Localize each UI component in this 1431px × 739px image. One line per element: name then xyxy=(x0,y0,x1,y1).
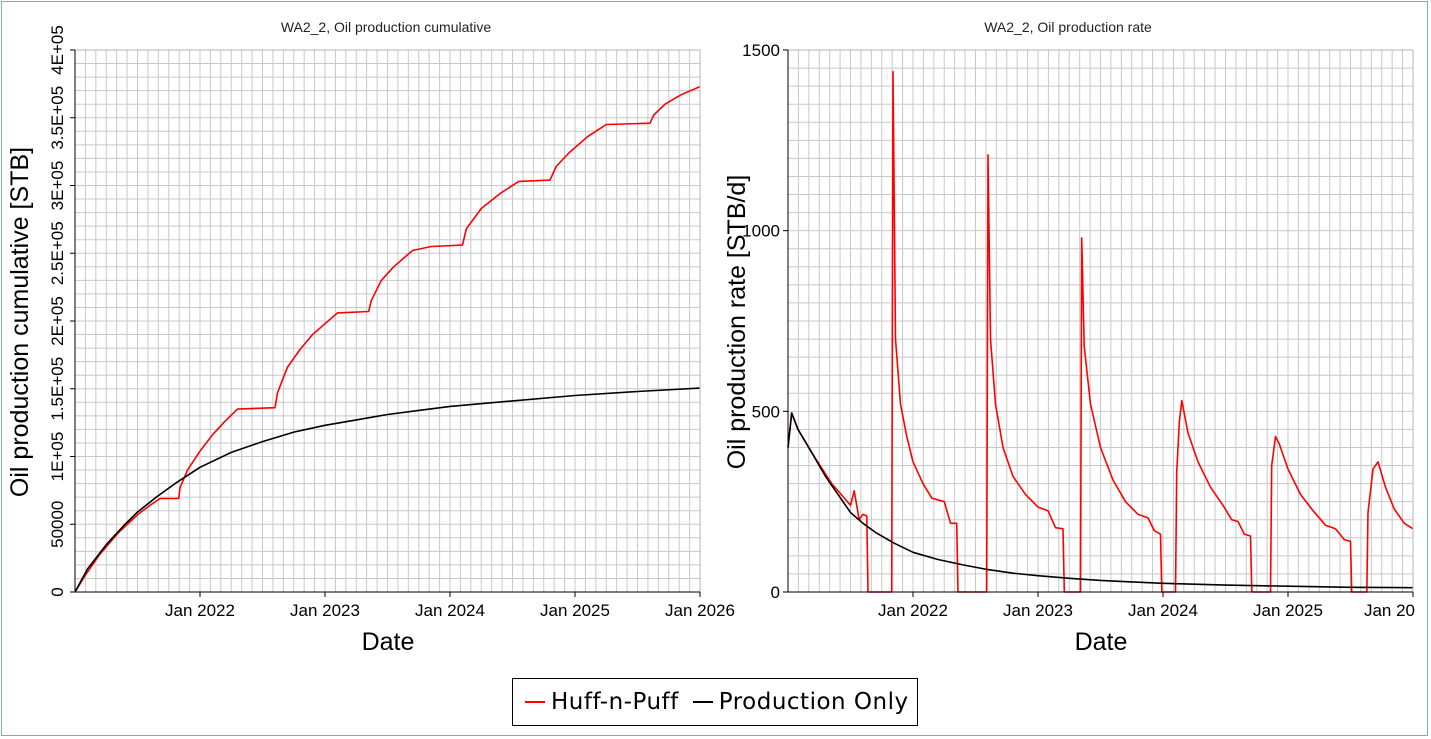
y-tick-label: 3E+05 xyxy=(48,161,67,211)
x-tick-label: Jan 2023 xyxy=(1003,601,1073,620)
x-tick-label: Jan 2024 xyxy=(415,601,485,620)
grid xyxy=(788,50,1413,592)
cumulative-chart: WA2_2, Oil production cumulative Jan 202… xyxy=(6,19,735,656)
y-tick-label: 1500 xyxy=(742,41,780,60)
legend-item-huff: Huff-n-Puff xyxy=(525,689,679,715)
series-group xyxy=(74,85,701,593)
y-tick-label: 0 xyxy=(48,587,67,596)
legend-label-production: Production Only xyxy=(718,689,909,715)
y-tick-label: 1E+05 xyxy=(48,432,67,482)
grid xyxy=(75,50,700,592)
legend-swatch-production xyxy=(692,701,713,703)
legend: Huff-n-Puff Production Only xyxy=(512,678,918,726)
series-line-production-only xyxy=(74,387,701,593)
axes: Jan 2022 Jan 2023 Jan 2024 Jan 2025 Jan 2026… xyxy=(48,25,735,620)
y-tick-label: 2.5E+05 xyxy=(48,221,67,285)
x-tick-label: Jan 2026 xyxy=(665,601,735,620)
rate-chart: WA2_2, Oil production rate Jan 2022 Jan 2… xyxy=(723,19,1415,656)
legend-swatch-huff xyxy=(525,701,545,703)
x-tick-label: Jan 2025 xyxy=(1253,601,1323,620)
y-axis-label: Oil production rate [STB/d] xyxy=(723,175,751,470)
y-tick-label: 0 xyxy=(771,583,780,602)
x-tick-label: Jan 20 xyxy=(1364,601,1415,620)
x-tick-label: Jan 2023 xyxy=(290,601,360,620)
chart-title: WA2_2, Oil production cumulative xyxy=(281,19,492,35)
axes: Jan 2022 Jan 2023 Jan 2024 Jan 2025 Jan 20 0 5… xyxy=(742,41,1415,620)
chart-title: WA2_2, Oil production rate xyxy=(984,19,1152,35)
x-axis-label: Date xyxy=(1075,628,1128,656)
y-tick-label: 500 xyxy=(752,402,780,421)
series-line-huff-n-puff xyxy=(74,85,701,593)
y-tick-label: 1000 xyxy=(742,222,780,241)
series-group xyxy=(787,70,1414,593)
y-tick-label: 1.5E+05 xyxy=(48,357,67,421)
legend-item-production: Production Only xyxy=(692,689,909,715)
y-tick-label: 4E+05 xyxy=(48,25,67,75)
x-tick-label: Jan 2022 xyxy=(878,601,948,620)
y-tick-label: 3.5E+05 xyxy=(48,86,67,150)
x-tick-label: Jan 2022 xyxy=(165,601,235,620)
y-axis-label: Oil production cumulative [STB] xyxy=(6,147,34,497)
legend-label-huff: Huff-n-Puff xyxy=(551,689,679,715)
x-tick-label: Jan 2025 xyxy=(540,601,610,620)
y-tick-label: 2E+05 xyxy=(48,296,67,346)
y-tick-label: 50000 xyxy=(48,501,67,548)
series-line-huff-n-puff xyxy=(787,70,1414,593)
x-tick-label: Jan 2024 xyxy=(1128,601,1198,620)
x-axis-label: Date xyxy=(362,628,415,656)
series-line-production-only xyxy=(787,412,1414,589)
